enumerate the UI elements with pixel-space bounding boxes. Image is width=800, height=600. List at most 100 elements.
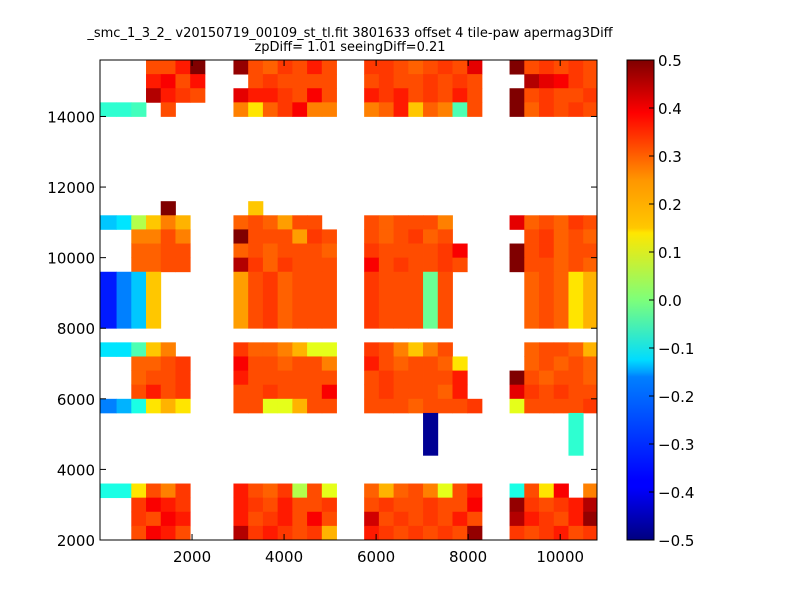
heatmap-cell xyxy=(378,356,394,371)
heatmap-cell xyxy=(393,370,409,386)
heatmap-cell xyxy=(378,88,394,103)
heatmap-cell xyxy=(423,342,439,357)
heatmap-cell xyxy=(277,60,293,75)
heatmap-cell xyxy=(539,370,555,386)
heatmap-cell xyxy=(524,370,540,386)
heatmap-cell xyxy=(393,384,409,400)
heatmap-cell xyxy=(393,215,409,230)
heatmap-cell xyxy=(583,525,598,541)
heatmap-cell xyxy=(408,384,424,400)
heatmap-cell xyxy=(583,271,598,329)
heatmap-cell xyxy=(248,384,264,400)
heatmap-cell xyxy=(160,398,176,414)
heatmap-cell xyxy=(509,525,525,541)
heatmap-cell xyxy=(248,243,264,259)
heatmap-cell xyxy=(364,497,380,513)
heatmap-cell xyxy=(553,271,569,329)
heatmap-cell xyxy=(423,511,439,527)
heatmap-cell xyxy=(568,88,584,103)
heatmap-cell xyxy=(524,60,540,75)
heatmap-cell xyxy=(233,342,249,357)
heatmap-cell xyxy=(539,102,555,117)
heatmap-cell xyxy=(364,370,380,386)
y-tick-label: 14000 xyxy=(47,108,95,126)
heatmap-cell xyxy=(393,88,409,103)
heatmap-cell xyxy=(262,60,279,75)
heatmap-cell xyxy=(583,483,598,499)
heatmap-cell xyxy=(233,215,249,230)
heatmap-cell xyxy=(437,215,453,230)
heatmap-cell xyxy=(524,356,540,371)
heatmap-cell xyxy=(553,102,569,117)
heatmap-cell xyxy=(553,511,569,527)
heatmap-cell xyxy=(553,60,569,75)
heatmap-cell xyxy=(277,497,293,513)
heatmap-cell xyxy=(292,497,308,513)
heatmap-cell xyxy=(378,215,394,230)
heatmap-cell xyxy=(423,525,439,541)
heatmap-cell xyxy=(509,398,525,414)
heatmap-cell xyxy=(408,342,424,357)
heatmap-cell xyxy=(393,229,409,244)
y-tick-label: 2000 xyxy=(57,532,95,550)
heatmap-cell xyxy=(568,60,584,75)
heatmap-cell xyxy=(292,243,308,259)
heatmap-cell xyxy=(437,229,453,244)
heatmap-cell xyxy=(509,483,525,499)
heatmap-cell xyxy=(292,483,308,499)
heatmap-cell xyxy=(524,229,540,244)
heatmap-cell xyxy=(539,511,555,527)
heatmap-cell xyxy=(233,60,249,75)
heatmap-cell xyxy=(568,511,584,527)
heatmap-cell xyxy=(160,525,176,541)
colorbar-tick-label: 0.3 xyxy=(658,148,682,166)
heatmap-cell xyxy=(277,511,293,527)
heatmap-cell xyxy=(393,257,409,273)
heatmap-cell xyxy=(146,74,162,89)
heatmap-cell xyxy=(423,88,439,103)
heatmap-cell xyxy=(509,257,525,273)
heatmap-cell xyxy=(262,483,279,499)
heatmap-cell xyxy=(423,370,439,386)
heatmap-cell xyxy=(568,257,584,273)
heatmap-cell xyxy=(160,229,176,244)
heatmap-cell xyxy=(131,483,147,499)
heatmap-cell xyxy=(248,88,264,103)
heatmap-cell xyxy=(583,356,598,371)
colorbar-tick-label: −0.5 xyxy=(658,532,694,550)
heatmap-cell xyxy=(437,243,453,259)
heatmap-cell xyxy=(408,483,424,499)
heatmap-cell xyxy=(277,243,293,259)
heatmap-cell xyxy=(321,243,337,259)
colorbar-ticks: 0.5 0.4 0.3 0.2 0.1 0.0 −0.1 −0.2 −0.3 −0.4 −0.5 xyxy=(649,52,694,550)
heatmap-cell xyxy=(467,497,483,513)
heatmap-cell xyxy=(539,342,555,357)
heatmap-cell xyxy=(408,88,424,103)
x-tick-label: 10000 xyxy=(536,548,584,566)
heatmap-cell xyxy=(277,356,293,371)
heatmap-cell xyxy=(233,102,249,117)
heatmap-cell xyxy=(539,88,555,103)
heatmap-cell xyxy=(423,243,439,259)
heatmap-cell xyxy=(175,525,191,541)
heatmap-cell xyxy=(146,229,162,244)
heatmap-cell xyxy=(408,215,424,230)
heatmap-cell xyxy=(583,370,598,386)
heatmap-cell xyxy=(539,271,555,329)
heatmap-cell xyxy=(364,243,380,259)
heatmap-cell xyxy=(277,398,293,414)
heatmap-cell xyxy=(262,511,279,527)
heatmap-cell xyxy=(568,215,584,230)
heatmap-cell xyxy=(262,215,279,230)
heatmap-cell xyxy=(553,398,569,414)
heatmap-cell xyxy=(292,215,308,230)
heatmap-cell xyxy=(175,257,191,273)
heatmap-cell xyxy=(364,74,380,89)
heatmap-cell xyxy=(553,525,569,541)
heatmap-cell xyxy=(583,243,598,259)
heatmap-cell xyxy=(452,370,468,386)
heatmap-cell xyxy=(146,342,162,357)
heatmap-cell xyxy=(131,229,147,244)
y-tick-label: 12000 xyxy=(47,179,95,197)
heatmap-cell xyxy=(539,398,555,414)
